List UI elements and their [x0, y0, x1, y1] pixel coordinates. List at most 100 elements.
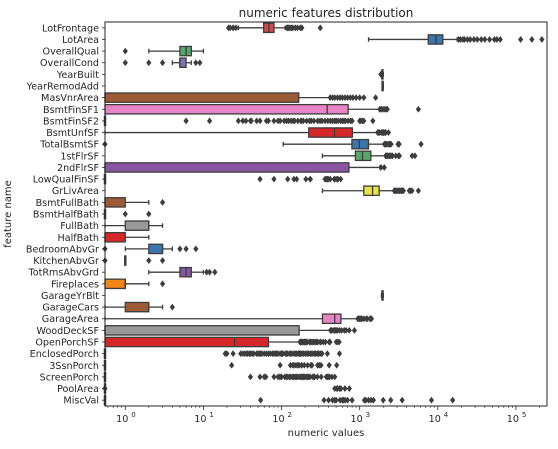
outlier-point: [494, 36, 500, 43]
outlier-point: [363, 396, 369, 404]
outlier-point: [518, 36, 524, 43]
outlier-point: [396, 140, 402, 148]
outlier-point: [321, 396, 327, 404]
outlier-point: [309, 361, 315, 369]
iqr-box: [351, 138, 370, 150]
y-tick-label: BsmtHalfBath: [33, 210, 99, 221]
outlier-point: [339, 94, 345, 102]
box-bsmtfullbath: [104, 197, 166, 208]
y-tick-label: MiscVal: [63, 396, 99, 407]
y-tick-label: 2ndFlrSF: [57, 163, 99, 174]
outlier-point: [380, 396, 386, 404]
outlier-point: [122, 47, 128, 55]
outlier-point: [257, 373, 263, 381]
outlier-point: [322, 338, 328, 346]
outlier-point: [344, 94, 351, 102]
outlier-point: [307, 373, 313, 381]
outlier-point: [271, 175, 277, 183]
outlier-point: [159, 257, 166, 264]
outlier-point: [343, 326, 349, 334]
outlier-point: [318, 361, 324, 369]
y-tick-label: GrLivArea: [52, 186, 99, 197]
x-tick-label: 10: [116, 414, 128, 425]
outlier-point: [334, 361, 340, 369]
x-tick-label: 10: [429, 414, 441, 425]
iqr-box: [124, 220, 150, 231]
outlier-point: [206, 117, 213, 125]
outlier-point: [299, 24, 305, 32]
box-fireplaces: [104, 278, 166, 290]
box-poolarea: [102, 383, 352, 394]
outlier-point: [294, 24, 301, 32]
plot-frame: [104, 21, 548, 407]
outlier-point: [333, 396, 339, 404]
x-tick-exponent: 3: [366, 411, 370, 419]
y-tick-label: ScreenPorch: [40, 372, 99, 383]
outlier-point: [319, 350, 325, 358]
outlier-point: [319, 117, 325, 125]
box-overallcond: [122, 57, 203, 69]
iqr-box: [179, 57, 187, 69]
outlier-point: [342, 385, 348, 392]
outlier-point: [303, 175, 309, 183]
outlier-point: [235, 117, 241, 125]
outlier-point: [361, 117, 367, 125]
outlier-point: [230, 24, 236, 32]
outlier-point: [385, 129, 392, 136]
outlier-point: [350, 94, 356, 102]
box-garagecars: [104, 301, 175, 313]
outlier-point: [159, 198, 166, 206]
outlier-point: [344, 396, 351, 404]
outlier-point: [146, 59, 152, 67]
outlier-point: [428, 396, 435, 404]
outlier-point: [251, 350, 257, 358]
outlier-point: [327, 338, 333, 346]
outlier-point: [227, 24, 233, 32]
outlier-point: [364, 315, 370, 323]
outlier-point: [400, 187, 406, 195]
y-tick-label: HalfBath: [58, 233, 99, 244]
outlier-point: [336, 338, 342, 346]
outlier-point: [370, 396, 377, 404]
x-tick-label: 10: [194, 414, 206, 425]
iqr-box: [148, 243, 164, 255]
iqr-box: [104, 197, 126, 208]
outlier-point: [471, 36, 477, 43]
outlier-point: [247, 373, 254, 381]
outlier-point: [322, 117, 328, 125]
outlier-point: [474, 36, 480, 43]
outlier-point: [324, 350, 330, 358]
box-bsmtfinsf1: [104, 103, 421, 115]
y-tick-label: EnclosedPorch: [30, 349, 99, 360]
y-tick-label: LotFrontage: [42, 23, 99, 34]
outlier-point: [349, 396, 355, 404]
outlier-point: [346, 385, 352, 392]
y-tick-label: MasVnrArea: [41, 93, 99, 104]
y-tick-label: GarageArea: [42, 314, 99, 325]
outlier-point: [357, 94, 363, 102]
x-axis-label: numeric values: [288, 428, 365, 439]
outlier-point: [122, 210, 128, 218]
outlier-point: [204, 268, 210, 276]
box-2ndflrsf: [104, 162, 387, 173]
outlier-point: [388, 140, 394, 148]
outlier-point: [396, 152, 403, 160]
outlier-point: [206, 268, 213, 276]
box-lotfrontage: [225, 22, 323, 34]
y-tick-label: GarageCars: [42, 303, 99, 314]
outlier-point: [146, 257, 152, 264]
outlier-point: [177, 245, 183, 253]
iqr-box: [104, 92, 300, 103]
outlier-point: [312, 373, 318, 381]
chart-title: numeric features distribution: [239, 6, 414, 20]
outlier-point: [418, 140, 424, 148]
outlier-point: [265, 117, 272, 125]
outlier-point: [412, 152, 418, 160]
x-tick-label: 10: [351, 414, 363, 425]
outlier-point: [351, 326, 358, 334]
x-tick-exponent: 4: [444, 411, 449, 419]
outlier-point: [393, 152, 399, 160]
outlier-point: [307, 175, 313, 183]
outlier-point: [183, 245, 189, 253]
outlier-point: [336, 350, 343, 358]
